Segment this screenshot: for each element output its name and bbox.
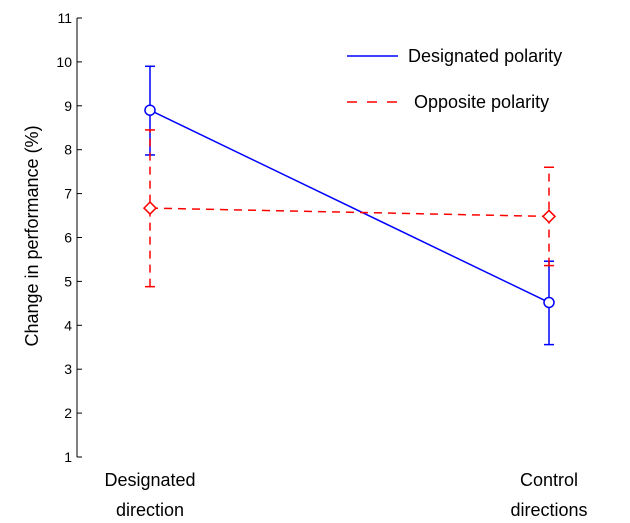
legend-item-1: Designated polarity: [347, 46, 562, 66]
y-tick-label-7: 7: [64, 186, 72, 202]
y-tick-label-2: 2: [64, 405, 72, 421]
y-tick-label-11: 11: [57, 10, 72, 26]
x-category-label-1-line-2: direction: [116, 500, 184, 520]
series-2-point-2: [541, 209, 557, 224]
y-tick-label-8: 8: [64, 142, 72, 158]
y-tick-label-1: 1: [64, 449, 72, 465]
legend-label-2: Opposite polarity: [414, 92, 549, 112]
y-tick-label-9: 9: [64, 98, 72, 114]
series-layer: [142, 65, 557, 346]
series-1-point-1: [144, 104, 156, 116]
y-axis-title: Change in performance (%): [22, 125, 42, 346]
y-tick-label-6: 6: [64, 230, 72, 246]
y-tick-label-3: 3: [64, 361, 72, 377]
series-2-error-bar-1: [145, 129, 155, 288]
legend: Designated polarity Opposite polarity: [347, 46, 562, 112]
x-axis-labels: Designated direction Control directions: [104, 470, 587, 520]
series-1-point-2: [543, 296, 555, 309]
legend-item-2: Opposite polarity: [347, 92, 549, 112]
x-category-label-2-line-2: directions: [510, 500, 587, 520]
series-2-point-1: [142, 201, 158, 216]
y-tick-label-10: 10: [56, 54, 72, 70]
series-1-line: [149, 109, 550, 304]
y-axis-ticks: 1 2 3 4 5 6 7 8 9 10 11: [56, 10, 82, 465]
x-category-label-1-line-1: Designated: [104, 470, 195, 490]
y-tick-label-4: 4: [64, 317, 72, 333]
series-2-line: [149, 207, 550, 218]
y-tick-label-5: 5: [64, 273, 72, 289]
plot-area: 1 2 3 4 5 6 7 8 9 10 11: [56, 10, 557, 465]
legend-label-1: Designated polarity: [408, 46, 562, 66]
x-category-label-2-line-1: Control: [520, 470, 578, 490]
